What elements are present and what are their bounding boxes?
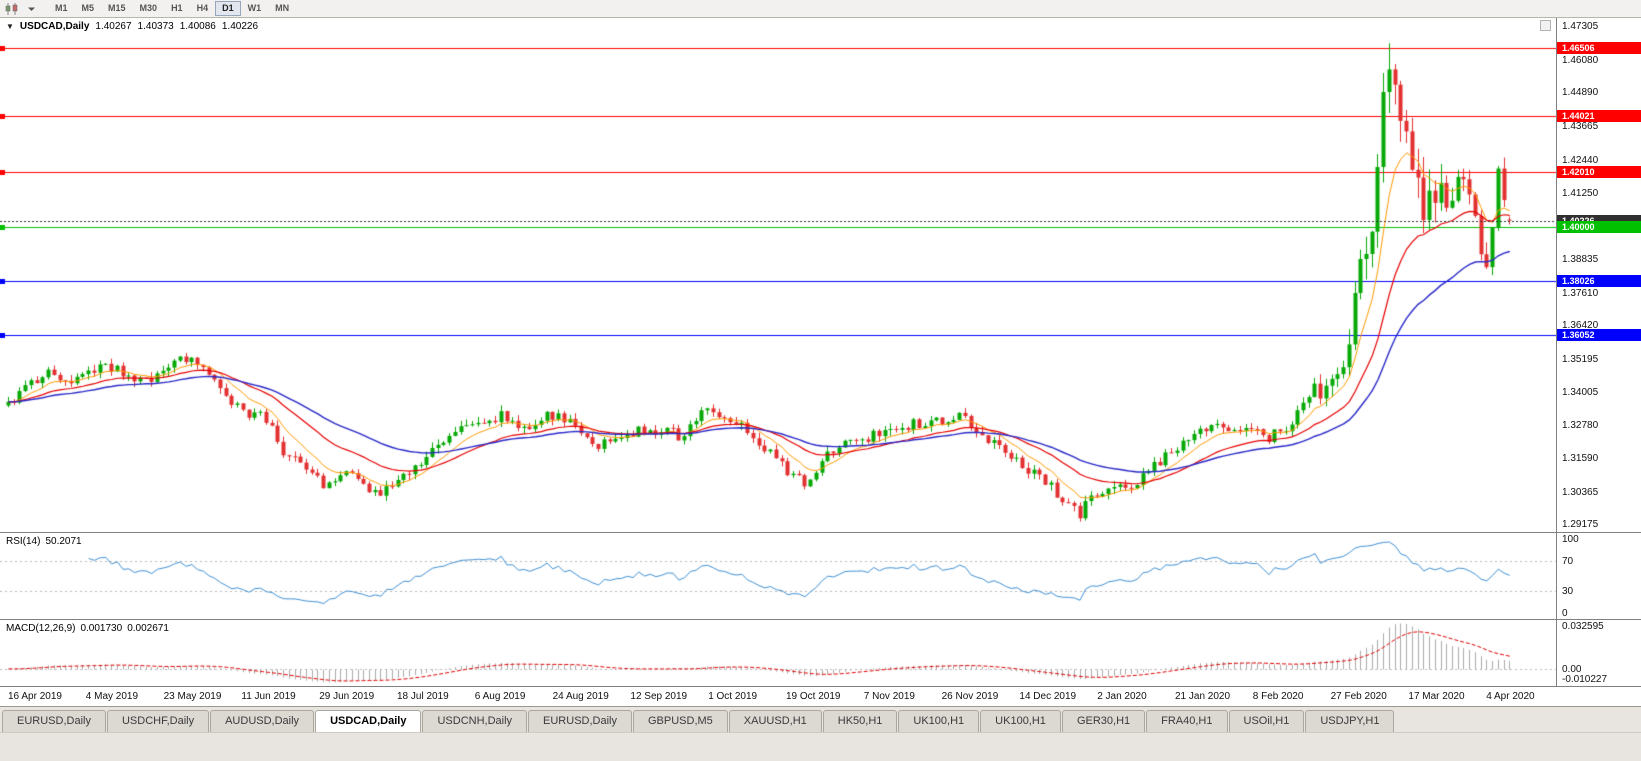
price-axis-label: 1.41250 xyxy=(1562,187,1599,199)
price-axis-label: 1.46080 xyxy=(1562,54,1599,66)
date-axis-label: 2 Jan 2020 xyxy=(1097,691,1147,702)
macd-axis-label: 0.032595 xyxy=(1562,621,1604,632)
rsi-axis-label: 0 xyxy=(1562,608,1568,619)
chart-tab-usoil-h1[interactable]: USOil,H1 xyxy=(1228,710,1305,732)
macd-axis-label: -0.010227 xyxy=(1562,674,1608,685)
date-axis-label: 23 May 2019 xyxy=(163,691,222,702)
date-axis-label: 14 Dec 2019 xyxy=(1019,691,1077,702)
chart-dropdown-icon[interactable] xyxy=(23,2,39,16)
rsi-axis-label: 70 xyxy=(1562,556,1574,568)
price-axis-label: 1.35195 xyxy=(1562,353,1599,365)
date-axis-label: 4 May 2019 xyxy=(85,691,139,702)
hline-price-label: 1.40000 xyxy=(1557,220,1641,233)
timeframe-button-m5[interactable]: M5 xyxy=(75,1,102,16)
date-axis-label: 16 Apr 2019 xyxy=(8,691,62,702)
hline-price-label: 1.44021 xyxy=(1557,110,1641,123)
date-axis-label: 8 Feb 2020 xyxy=(1252,691,1304,702)
date-axis-label: 7 Nov 2019 xyxy=(863,691,915,702)
timeframe-button-m30[interactable]: M30 xyxy=(133,1,165,16)
price-axis-label: 1.36420 xyxy=(1562,320,1599,332)
rsi-axis[interactable]: 100 70 30 0 xyxy=(1556,533,1641,619)
price-axis-label: 1.38835 xyxy=(1562,253,1599,265)
timeframe-button-w1[interactable]: W1 xyxy=(241,1,269,16)
date-axis-label: 19 Oct 2019 xyxy=(786,691,841,702)
chart-tab-ger30-h1[interactable]: GER30,H1 xyxy=(1061,710,1146,732)
hline-price-label: 1.36052 xyxy=(1557,329,1641,342)
chart-tab-usdcad-daily[interactable]: USDCAD,Daily xyxy=(315,710,422,732)
macd-panel: MACD(12,26,9) 0.001730 0.002671 0.032595… xyxy=(0,620,1641,686)
chart-tab-usdchf-daily[interactable]: USDCHF,Daily xyxy=(106,710,210,732)
rsi-axis-label: 100 xyxy=(1562,534,1579,545)
timeframe-button-mn[interactable]: MN xyxy=(268,1,296,16)
chart-tab-xauusd-h1[interactable]: XAUUSD,H1 xyxy=(728,710,822,732)
panel-separator[interactable] xyxy=(0,532,1641,533)
chart-tab-eurusd-daily[interactable]: EURUSD,Daily xyxy=(2,710,106,732)
chart-scroll-button[interactable] xyxy=(1540,20,1551,31)
price-axis-label: 1.37610 xyxy=(1562,287,1599,299)
chart-tab-uk100-h1[interactable]: UK100,H1 xyxy=(980,710,1061,732)
rsi-axis-label: 30 xyxy=(1562,585,1574,597)
date-axis-label: 12 Sep 2019 xyxy=(630,691,688,702)
macd-canvas[interactable] xyxy=(0,620,1556,686)
chart-tab-hk50-h1[interactable]: HK50,H1 xyxy=(822,710,898,732)
price-axis-label: 1.42440 xyxy=(1562,154,1599,166)
panel-separator[interactable] xyxy=(0,686,1641,687)
date-axis[interactable]: 16 Apr 2019 4 May 2019 23 May 2019 11 Jun 2… xyxy=(0,687,1641,707)
chart-tab-usdcnh-daily[interactable]: USDCNH,Daily xyxy=(422,710,528,732)
chart-tab-usdjpy-h1[interactable]: USDJPY,H1 xyxy=(1305,710,1395,732)
timeframe-button-m1[interactable]: M1 xyxy=(48,1,75,16)
date-axis-label: 11 Jun 2019 xyxy=(241,691,296,702)
chart-tab-audusd-daily[interactable]: AUDUSD,Daily xyxy=(210,710,315,732)
timeframe-button-h1[interactable]: H1 xyxy=(164,1,190,16)
price-axis-label: 1.32780 xyxy=(1562,420,1599,432)
price-axis-label: 1.44890 xyxy=(1562,87,1599,99)
chart-tab-eurusd-daily[interactable]: EURUSD,Daily xyxy=(528,710,632,732)
status-strip xyxy=(0,733,1641,761)
price-axis-label: 1.34005 xyxy=(1562,386,1599,398)
date-axis-label: 21 Jan 2020 xyxy=(1175,691,1231,702)
rsi-panel: RSI(14) 50.2071 100 70 30 0 xyxy=(0,533,1641,619)
price-axis-label: 1.31590 xyxy=(1562,453,1599,465)
price-axis-label: 1.30365 xyxy=(1562,486,1599,498)
date-axis-label: 26 Nov 2019 xyxy=(941,691,999,702)
price-axis-label: 1.47305 xyxy=(1562,21,1599,33)
date-axis-label: 4 Apr 2020 xyxy=(1486,691,1535,702)
date-axis-label: 24 Aug 2019 xyxy=(552,691,609,702)
date-axis-label: 17 Mar 2020 xyxy=(1408,691,1465,702)
price-axis[interactable]: 1.47305 1.46080 1.44890 1.43665 1.42440 1.412… xyxy=(1556,18,1641,532)
timeframe-button-m15[interactable]: M15 xyxy=(101,1,133,16)
hline-price-label: 1.38026 xyxy=(1557,275,1641,288)
price-axis-label: 1.29175 xyxy=(1562,519,1599,531)
timeframe-button-d1[interactable]: D1 xyxy=(215,1,241,16)
chart-tab-uk100-h1[interactable]: UK100,H1 xyxy=(898,710,980,732)
date-axis-label: 1 Oct 2019 xyxy=(708,691,758,702)
candlestick-chart-icon[interactable] xyxy=(4,2,20,16)
hline-price-label: 1.46506 xyxy=(1557,42,1641,55)
timeframe-button-h4[interactable]: H4 xyxy=(190,1,216,16)
macd-axis[interactable]: 0.032595 0.00 -0.010227 xyxy=(1556,620,1641,686)
price-chart-panel: ▼ USDCAD,Daily 1.40267 1.40373 1.40086 1… xyxy=(0,18,1641,532)
date-axis-label: 27 Feb 2020 xyxy=(1330,691,1387,702)
panel-separator[interactable] xyxy=(0,619,1641,620)
price-chart-canvas[interactable] xyxy=(0,18,1556,532)
rsi-canvas[interactable] xyxy=(0,533,1556,619)
timeframe-buttons: M1 M5 M15 M30 H1 H4 D1 W1 MN xyxy=(48,1,296,16)
timeframe-toolbar: M1 M5 M15 M30 H1 H4 D1 W1 MN xyxy=(0,0,1641,18)
chart-tab-fra40-h1[interactable]: FRA40,H1 xyxy=(1146,710,1228,732)
date-axis-label: 6 Aug 2019 xyxy=(474,691,526,702)
price-axis-label: 1.43665 xyxy=(1562,121,1599,133)
chart-tab-bar: EURUSD,Daily USDCHF,Daily AUDUSD,Daily USDC… xyxy=(0,707,1641,733)
macd-axis-label: 0.00 xyxy=(1562,663,1582,675)
hline-price-label: 1.42010 xyxy=(1557,165,1641,178)
date-axis-label: 18 Jul 2019 xyxy=(397,691,449,702)
collapse-indicators-icon[interactable]: ▼ xyxy=(6,22,14,31)
date-axis-label: 29 Jun 2019 xyxy=(319,691,375,702)
chart-tab-gbpusd-m5[interactable]: GBPUSD,M5 xyxy=(633,710,728,732)
